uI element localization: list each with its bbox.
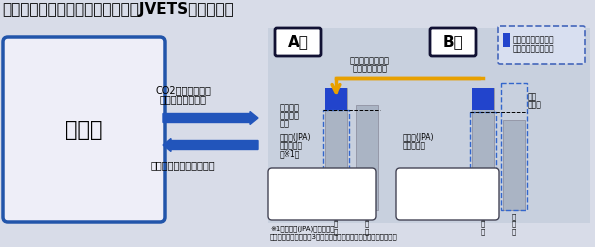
FancyArrow shape bbox=[163, 111, 258, 124]
Text: 自主参加型国内排出量取引制度（JVETS）のしくみ: 自主参加型国内排出量取引制度（JVETS）のしくみ bbox=[2, 2, 234, 17]
Text: 余剰: 余剰 bbox=[528, 92, 537, 101]
Text: 排出枠(JPA): 排出枠(JPA) bbox=[280, 133, 312, 142]
Text: 不足分の: 不足分の bbox=[280, 103, 300, 112]
Text: →排出枠購入で: →排出枠購入で bbox=[302, 185, 342, 194]
Text: B社: B社 bbox=[443, 35, 464, 49]
Bar bbox=[503, 33, 510, 47]
Text: （排出量取引）: （排出量取引） bbox=[352, 64, 387, 73]
Text: 排出削減目標達成の: 排出削減目標達成の bbox=[513, 35, 555, 44]
Bar bbox=[470, 112, 496, 210]
Text: 売却: 売却 bbox=[441, 195, 452, 204]
Text: 排
出
量: 排 出 量 bbox=[512, 213, 516, 235]
Text: ため償却する排出枠: ため償却する排出枠 bbox=[513, 44, 555, 53]
Bar bbox=[356, 105, 378, 210]
FancyBboxPatch shape bbox=[498, 26, 585, 64]
Text: に対する設備補助: に対する設備補助 bbox=[159, 94, 206, 104]
Text: ＝基準年排出量（過去3年間の平均値）－削減対策年度削減予測量: ＝基準年排出量（過去3年間の平均値）－削減対策年度削減予測量 bbox=[270, 233, 397, 240]
Bar bbox=[472, 88, 494, 210]
Bar bbox=[501, 83, 527, 210]
FancyBboxPatch shape bbox=[268, 168, 376, 220]
Text: 排
出
枠: 排 出 枠 bbox=[481, 213, 485, 235]
Bar bbox=[503, 120, 525, 210]
Text: 埋め合わせ: 埋め合わせ bbox=[309, 195, 336, 204]
Text: （※1）: （※1） bbox=[280, 149, 300, 158]
FancyArrow shape bbox=[163, 139, 258, 151]
FancyBboxPatch shape bbox=[275, 28, 321, 56]
Bar bbox=[323, 110, 349, 210]
Bar bbox=[325, 88, 347, 110]
Text: 排
出
枠: 排 出 枠 bbox=[334, 213, 338, 235]
FancyBboxPatch shape bbox=[396, 168, 499, 220]
Text: →余剰排出枠: →余剰排出枠 bbox=[430, 185, 464, 194]
Text: 初期割当量: 初期割当量 bbox=[403, 141, 426, 150]
Text: A社: A社 bbox=[287, 35, 308, 49]
Text: ○目標達成: ○目標達成 bbox=[433, 175, 462, 184]
Text: 排出枠: 排出枠 bbox=[528, 100, 542, 109]
Text: 環境省: 環境省 bbox=[65, 120, 103, 140]
Bar bbox=[325, 88, 347, 210]
Bar bbox=[472, 88, 494, 110]
Text: ✕ 目標未達成: ✕ 目標未達成 bbox=[303, 175, 341, 184]
Text: ※1：排出枠(JPA)初期割当量: ※1：排出枠(JPA)初期割当量 bbox=[270, 225, 334, 232]
Text: 初期割当量: 初期割当量 bbox=[280, 141, 303, 150]
Text: 購入: 購入 bbox=[280, 119, 290, 128]
FancyBboxPatch shape bbox=[430, 28, 476, 56]
Text: 排出枠を: 排出枠を bbox=[280, 111, 300, 120]
Text: 一定量の排出削減の約束: 一定量の排出削減の約束 bbox=[151, 160, 215, 170]
Text: 排出枠(JPA): 排出枠(JPA) bbox=[403, 133, 434, 142]
FancyBboxPatch shape bbox=[3, 37, 165, 222]
Text: 余剰排出枠の売却: 余剰排出枠の売却 bbox=[350, 56, 390, 65]
Text: CO2排出削減設備: CO2排出削減設備 bbox=[155, 85, 211, 95]
Bar bbox=[268, 28, 590, 223]
Text: 排
出
量: 排 出 量 bbox=[365, 213, 369, 235]
